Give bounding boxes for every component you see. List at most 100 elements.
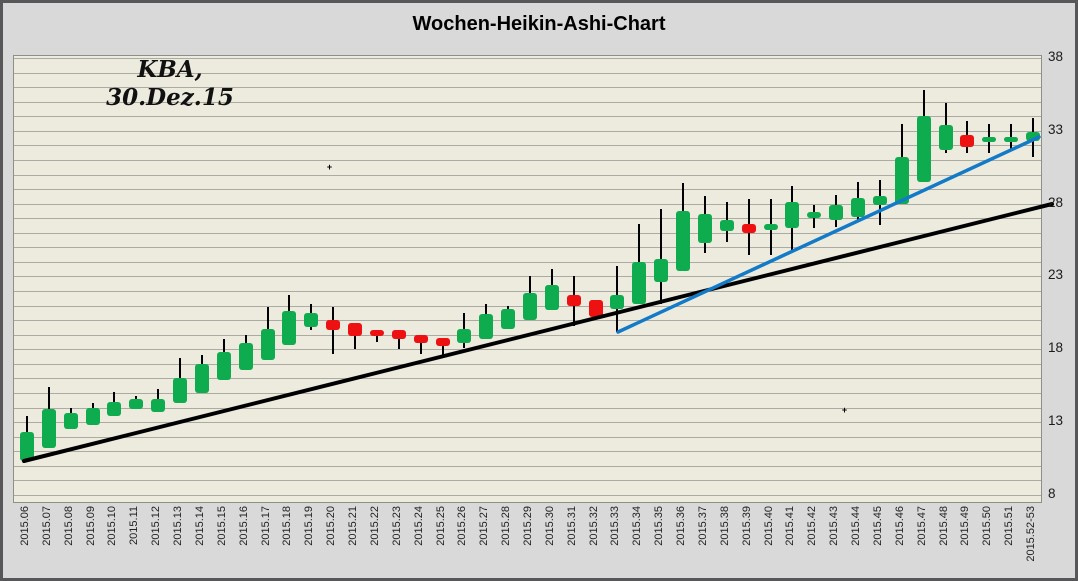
- candle-body-up: [610, 295, 625, 309]
- candle-body-down: [391, 330, 406, 340]
- x-axis-tick-label: 2015.35: [653, 506, 666, 546]
- plot-area: + +: [13, 55, 1042, 503]
- candle-body-down: [566, 295, 581, 306]
- candle-body-up: [851, 197, 866, 217]
- candle-body-up: [194, 363, 209, 393]
- candle-body-up: [872, 196, 887, 206]
- candle-body-down: [435, 337, 450, 347]
- x-axis-tick-label: 2015.43: [828, 506, 841, 546]
- x-axis-tick-label: 2015.19: [303, 506, 316, 546]
- gridline: [14, 174, 1041, 176]
- stray-plus-marker: +: [326, 162, 333, 172]
- candle-body-down: [741, 224, 756, 233]
- candle-body-up: [20, 432, 34, 462]
- gridline: [14, 407, 1041, 409]
- candle-body-up: [260, 328, 275, 360]
- annotation-date: 30.Dez.15: [106, 84, 234, 111]
- candle-body-up: [41, 409, 56, 449]
- x-axis-tick-label: 2015.38: [718, 506, 731, 546]
- gridline: [14, 159, 1041, 161]
- gridline: [14, 422, 1041, 424]
- gridline: [14, 87, 1041, 89]
- x-axis-tick-label: 2015.09: [84, 506, 97, 546]
- x-axis-tick-label: 2015.41: [784, 506, 797, 546]
- x-axis-tick-label: 2015.25: [434, 506, 447, 546]
- candle-body-up: [457, 328, 472, 344]
- candle-body-up: [107, 401, 122, 417]
- y-axis-tick-label: 8: [1048, 485, 1056, 501]
- candle-body-up: [938, 125, 953, 150]
- x-axis-tick-label: 2015.37: [696, 506, 709, 546]
- candle-body-up: [216, 352, 231, 380]
- x-axis-tick-label: 2015.13: [172, 506, 185, 546]
- x-axis-tick-label: 2015.12: [150, 506, 163, 546]
- y-axis-tick-label: 28: [1048, 194, 1064, 210]
- gridline: [14, 232, 1041, 234]
- candle-body-up: [697, 213, 712, 243]
- x-axis-tick-label: 2015.24: [412, 506, 425, 546]
- candle-body-up: [282, 311, 297, 345]
- gridline: [14, 363, 1041, 365]
- x-axis-tick-label: 2015.52-53: [1025, 506, 1037, 562]
- x-axis-tick-label: 2015.11: [128, 506, 141, 545]
- gridline: [14, 378, 1041, 380]
- candle-body-up: [304, 312, 319, 328]
- candle-body-up: [238, 343, 253, 370]
- gridline: [14, 58, 1041, 59]
- candle-body-up: [544, 285, 559, 310]
- stock-annotation: KBA, 30.Dez.15: [70, 56, 270, 112]
- gridline: [14, 494, 1041, 496]
- x-axis-tick-label: 2015.51: [1003, 506, 1016, 546]
- gridline: [14, 145, 1041, 147]
- candle-body-up: [479, 314, 494, 340]
- candle-body-down: [588, 299, 603, 318]
- gridline: [14, 291, 1041, 293]
- x-axis-tick-label: 2015.08: [62, 506, 75, 546]
- x-axis-tick-label: 2015.26: [456, 506, 469, 546]
- candle-wick: [660, 209, 663, 305]
- candle-body-up: [916, 116, 931, 182]
- gridline: [14, 218, 1041, 220]
- y-axis-tick-label: 38: [1048, 49, 1064, 64]
- gridline: [14, 101, 1041, 103]
- x-axis-tick-label: 2015.33: [609, 506, 622, 546]
- candle-body-up: [719, 219, 734, 232]
- gridline: [14, 261, 1041, 263]
- candle-body-up: [523, 292, 537, 321]
- x-axis-tick-label: 2015.46: [893, 506, 906, 546]
- x-axis-tick-label: 2015.16: [237, 506, 250, 546]
- candle-body-up: [173, 378, 188, 404]
- gridline: [14, 451, 1041, 453]
- x-axis-tick-label: 2015.34: [631, 506, 644, 546]
- x-axis-tick-label: 2015.44: [850, 506, 863, 546]
- x-axis-tick-label: 2015.06: [19, 506, 31, 546]
- candle-body-down: [960, 135, 975, 147]
- gridline: [14, 465, 1041, 467]
- gridline: [14, 203, 1041, 205]
- x-axis-tick-label: 2015.07: [40, 506, 53, 546]
- candle-body-up: [894, 157, 909, 204]
- candle-wick: [332, 307, 335, 354]
- candle-body-up: [632, 261, 647, 305]
- x-axis-tick-label: 2015.45: [871, 506, 884, 546]
- x-axis-tick-label: 2015.48: [937, 506, 950, 546]
- x-axis-tick-label: 2015.32: [587, 506, 600, 546]
- x-axis-tick-label: 2015.40: [762, 506, 775, 546]
- x-axis-tick-label: 2015.14: [193, 506, 206, 546]
- x-axis-tick-label: 2015.21: [347, 506, 360, 546]
- candle-body-up: [85, 407, 100, 426]
- gridline: [14, 116, 1041, 118]
- stray-plus-marker: +: [841, 405, 848, 415]
- candle-body-up: [829, 205, 844, 220]
- candle-body-up: [785, 202, 800, 229]
- x-axis-tick-label: 2015.31: [565, 506, 578, 546]
- x-axis-tick-label: 2015.39: [740, 506, 753, 546]
- x-axis-tick-label: 2015.36: [675, 506, 688, 546]
- y-axis-tick-label: 18: [1048, 340, 1064, 356]
- gridline: [14, 480, 1041, 482]
- y-axis-tick-label: 33: [1048, 121, 1064, 137]
- x-axis-tick-label: 2015.27: [478, 506, 491, 546]
- annotation-symbol: KBA,: [137, 56, 203, 83]
- candle-body-up: [151, 398, 166, 412]
- x-axis-tick-label: 2015.22: [368, 506, 381, 546]
